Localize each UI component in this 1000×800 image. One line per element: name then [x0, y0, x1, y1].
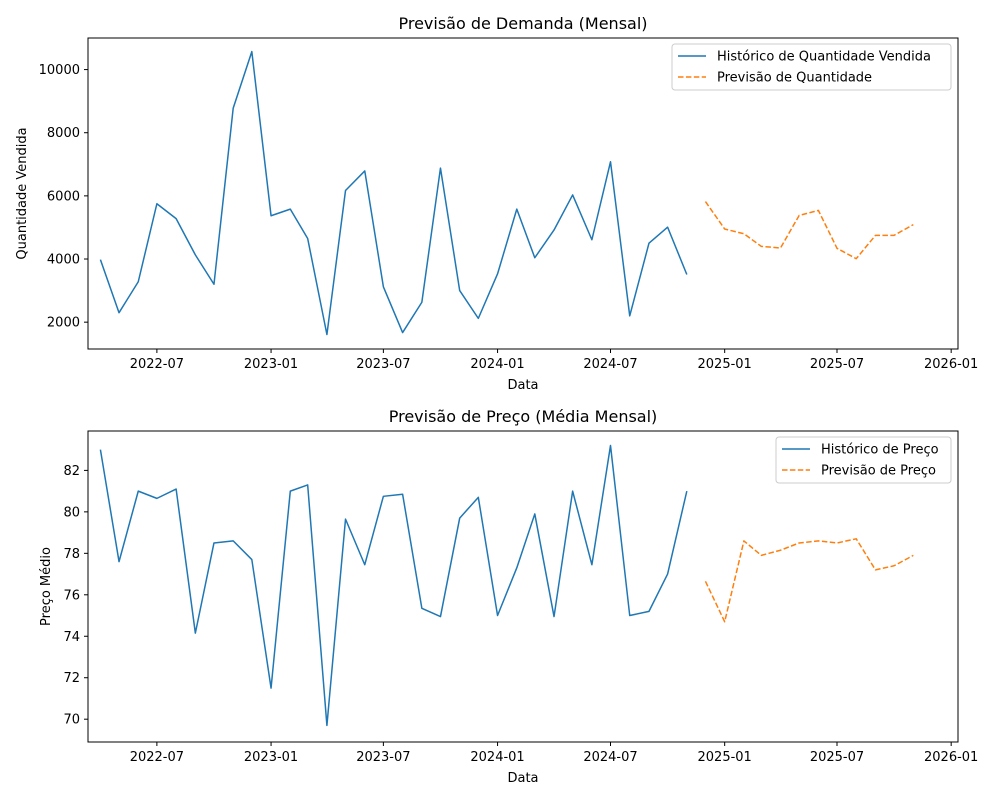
demand-x-tick-label: 2024-01 — [470, 357, 524, 372]
demand-y-tick-label: 8000 — [47, 126, 80, 141]
demand-forecast-line — [704, 201, 914, 260]
price-y-tick-label: 80 — [63, 505, 80, 520]
price-x-tick-label: 2025-07 — [810, 750, 864, 765]
demand-y-tick-label: 2000 — [47, 316, 80, 331]
demand-chart: Previsão de Demanda (Mensal) 2022-07 2023… — [15, 14, 978, 393]
price-x-tick-label: 2024-01 — [470, 750, 524, 765]
price-y-tick-label: 82 — [63, 464, 80, 479]
price-y-tick-label: 78 — [63, 547, 80, 562]
price-x-axis-label: Data — [507, 771, 538, 786]
price-x-tick-label: 2023-07 — [356, 750, 410, 765]
demand-y-axis-label: Quantidade Vendida — [15, 127, 30, 259]
demand-legend-box — [671, 43, 952, 91]
demand-x-tick-label: 2023-07 — [356, 357, 410, 372]
price-series-lines — [99, 444, 914, 727]
demand-series-lines — [99, 50, 914, 336]
demand-x-axis-label: Data — [507, 378, 538, 393]
demand-y-tick-label: 4000 — [47, 253, 80, 268]
price-x-tick-label: 2025-01 — [698, 750, 752, 765]
demand-legend-forecast-label: Previsão de Quantidade — [717, 71, 872, 86]
price-x-tick-label: 2022-07 — [130, 750, 184, 765]
price-chart-title: Previsão de Preço (Média Mensal) — [389, 407, 658, 426]
demand-legend-history-label: Histórico de Quantidade Vendida — [717, 50, 931, 65]
demand-x-tick-label: 2026-01 — [924, 357, 978, 372]
price-y-tick-label: 72 — [63, 671, 80, 686]
demand-plot-frame — [87, 37, 959, 350]
price-x-tick-label: 2026-01 — [924, 750, 978, 765]
price-legend-box — [775, 436, 952, 484]
demand-x-tick-label: 2025-07 — [810, 357, 864, 372]
demand-x-tick-label: 2023-01 — [244, 357, 298, 372]
price-history-line — [99, 444, 688, 727]
price-plot-frame — [87, 430, 959, 743]
price-legend-forecast-label: Previsão de Preço — [821, 464, 936, 479]
price-x-tick-label: 2023-01 — [244, 750, 298, 765]
demand-y-tick-label: 6000 — [47, 189, 80, 204]
demand-y-tick-label: 10000 — [39, 63, 80, 78]
demand-x-tick-label: 2025-01 — [698, 357, 752, 372]
price-y-tick-label: 76 — [63, 588, 80, 603]
price-forecast-line — [704, 538, 914, 623]
demand-history-line — [99, 50, 688, 336]
price-chart: Previsão de Preço (Média Mensal) 2022-07… — [39, 407, 978, 786]
price-axis-ticks: 2022-07 2023-01 2023-07 2024-01 2024-07 2025-… — [63, 464, 978, 765]
price-legend-history-label: Histórico de Preço — [821, 443, 939, 458]
demand-legend: Histórico de Quantidade Vendida Previsão… — [671, 43, 952, 91]
price-y-tick-label: 74 — [63, 630, 80, 645]
price-y-axis-label: Preço Médio — [39, 547, 54, 626]
demand-chart-title: Previsão de Demanda (Mensal) — [398, 14, 647, 33]
price-x-tick-label: 2024-07 — [583, 750, 637, 765]
demand-x-tick-label: 2022-07 — [130, 357, 184, 372]
demand-axis-ticks: 2022-07 2023-01 2023-07 2024-01 2024-07 2025-… — [39, 63, 979, 372]
price-y-tick-label: 70 — [63, 713, 80, 728]
demand-x-tick-label: 2024-07 — [583, 357, 637, 372]
price-legend: Histórico de Preço Previsão de Preço — [775, 436, 952, 484]
